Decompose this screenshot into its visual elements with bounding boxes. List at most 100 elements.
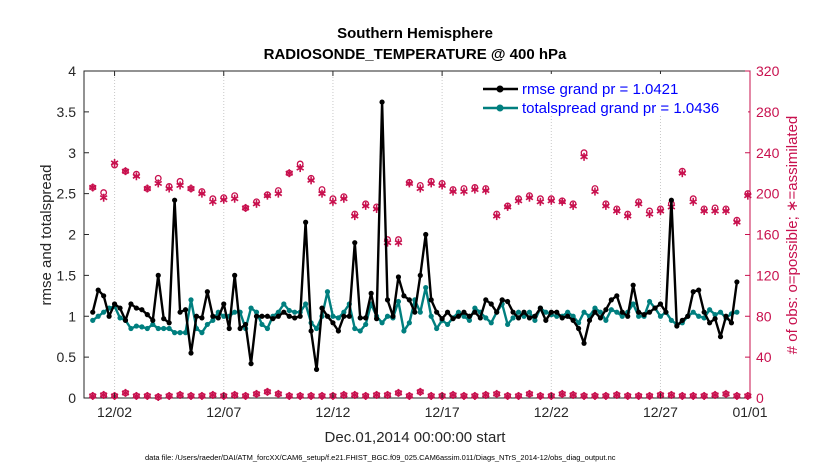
rmse-point (374, 316, 380, 322)
rmse-point (483, 297, 489, 303)
totalspread-point (526, 309, 533, 315)
rmse-point (521, 309, 527, 315)
obs-possible-point (482, 185, 490, 192)
totalspread-point (592, 305, 598, 311)
rmse-point (723, 313, 729, 319)
totalspread-point (472, 305, 478, 311)
totalspread-point (510, 315, 516, 321)
chart-subtitle: RADIOSONDE_TEMPERATURE @ 400 hPa (264, 46, 567, 63)
obs-assimilated-point (296, 164, 305, 173)
obs-bottom-star (689, 391, 698, 400)
rmse-point (401, 293, 407, 299)
rmse-point (95, 287, 101, 293)
y-tick-label: 3 (68, 145, 76, 161)
rmse-point (685, 313, 691, 319)
rmse-point (226, 325, 232, 332)
obs-bottom-star (558, 389, 567, 398)
rmse-point (242, 321, 249, 328)
rmse-point (308, 328, 314, 334)
obs-bottom-star (481, 390, 490, 399)
rmse-point (346, 313, 352, 319)
rmse-point (303, 219, 309, 225)
rmse-point (101, 293, 107, 299)
totalspread-point (646, 298, 653, 305)
totalspread-point (133, 323, 140, 329)
obs-possible-point (591, 185, 599, 192)
rmse-point (172, 197, 178, 203)
obs-bottom-star (208, 390, 217, 399)
obs-bottom-star (296, 391, 305, 400)
rmse-point (150, 317, 156, 323)
totalspread-point (581, 309, 587, 315)
obs-possible-point (394, 236, 402, 244)
rmse-point (423, 231, 429, 238)
obs-possible-point (209, 195, 217, 203)
rmse-point (144, 312, 150, 318)
obs-bottom-star (678, 391, 687, 400)
rmse-point (690, 289, 696, 295)
obs-possible-point (678, 167, 686, 175)
rmse-point (559, 315, 565, 321)
chart-title: Southern Hemisphere (337, 25, 493, 42)
obs-possible-point (624, 210, 632, 218)
obs-possible-point (536, 195, 544, 203)
totalspread-point (734, 309, 740, 315)
rmse-point (488, 301, 494, 307)
obs-bottom-star (198, 391, 206, 400)
obs-bottom-star (383, 390, 392, 399)
obs-bottom-star (667, 390, 676, 399)
obs-bottom-star (569, 390, 578, 399)
rmse-point (111, 301, 118, 307)
rmse-point (575, 325, 582, 332)
y-axis-left: 0 0.5 1 1.5 2 2.5 3 3.5 4 (57, 63, 89, 406)
totalspread-point (161, 325, 167, 332)
obs-bottom-star (492, 389, 501, 398)
obs-possible-point (307, 174, 315, 182)
rmse-point (177, 309, 183, 315)
obs-possible-point (132, 170, 140, 178)
x-tick-label: 01/01 (732, 404, 767, 420)
y2-tick-label: 280 (756, 104, 780, 120)
obs-possible-point (285, 169, 293, 177)
obs-bottom-star (176, 390, 184, 399)
rmse-point (286, 313, 292, 319)
rmse-point (417, 272, 423, 278)
y2-axis-label: # of obs: o=possible; ∗=assimilated (784, 116, 801, 355)
obs-possible-point (602, 200, 610, 208)
obs-possible-point (526, 192, 533, 200)
totalspread-point (619, 313, 625, 319)
y-tick-label: 2 (68, 227, 76, 243)
rmse-point (515, 315, 522, 321)
x-tick-label: 12/02 (97, 404, 132, 420)
y-tick-label: 1.5 (57, 267, 77, 283)
rmse-point (215, 315, 221, 321)
rmse-point (597, 315, 604, 321)
totalspread-point (614, 309, 620, 315)
rmse-point (570, 317, 576, 323)
totalspread-point (335, 315, 341, 321)
rmse-point (652, 305, 658, 311)
rmse-point (630, 282, 636, 288)
obs-possible-point (460, 185, 468, 192)
footer-data-file: data file: /Users/raeder/DAI/ATM_forcXX/… (145, 453, 616, 462)
totalspread-point (95, 313, 101, 319)
rmse-point (674, 323, 680, 329)
totalspread-point (515, 309, 522, 315)
obs-bottom-star (121, 388, 130, 397)
totalspread-point (434, 325, 440, 332)
rmse-point (133, 305, 140, 311)
obs-assimilated-point (176, 181, 184, 190)
rmse-point (275, 313, 281, 319)
totalspread-point (101, 309, 107, 315)
totalspread-point (281, 301, 287, 307)
rmse-point (319, 305, 325, 311)
rmse-point (352, 240, 358, 246)
x-tick-label: 12/27 (643, 404, 678, 420)
totalspread-point (597, 309, 604, 315)
totalspread-point (455, 309, 462, 315)
rmse-point (461, 309, 467, 315)
rmse-point (166, 320, 172, 326)
rmse-point (90, 309, 96, 315)
obs-possible-point (493, 210, 501, 218)
rmse-point (641, 312, 647, 318)
